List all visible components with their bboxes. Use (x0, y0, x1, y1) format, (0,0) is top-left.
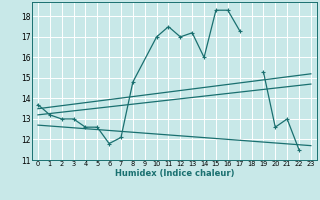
X-axis label: Humidex (Indice chaleur): Humidex (Indice chaleur) (115, 169, 234, 178)
